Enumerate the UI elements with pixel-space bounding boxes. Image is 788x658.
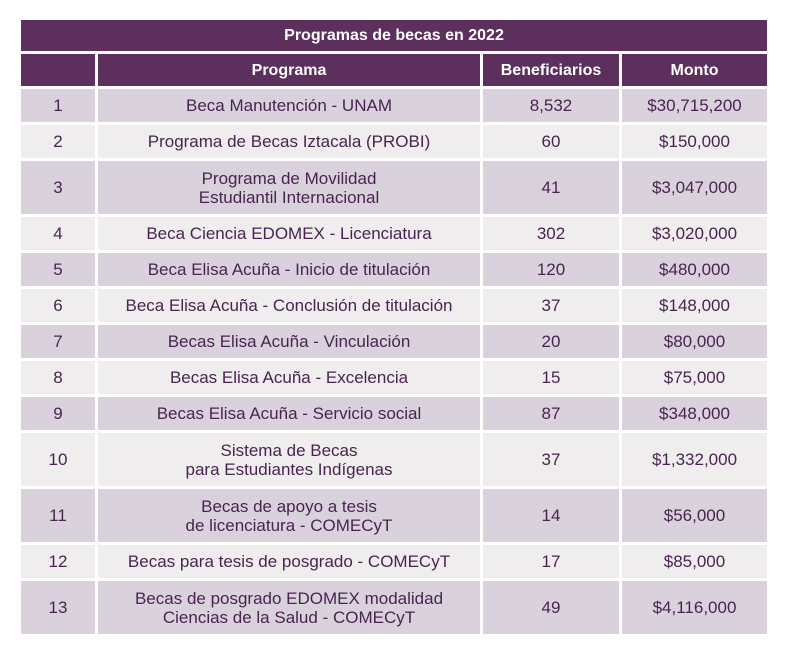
program-name-line: Programa de Movilidad xyxy=(201,168,377,188)
beneficiaries-value: 37 xyxy=(483,289,622,325)
program-name-line: Programa de Becas Iztacala (PROBI) xyxy=(147,132,431,151)
amount-value: $150,000 xyxy=(622,125,767,161)
program-name-line: de licenciatura - COMECyT xyxy=(185,515,393,535)
program-name: Sistema de Becas para Estudiantes Indígen… xyxy=(98,433,483,489)
row-number: 5 xyxy=(21,253,98,289)
table-row: 3 Programa de Movilidad Estudiantil Intern… xyxy=(21,161,767,217)
program-name: Programa de Becas Iztacala (PROBI) xyxy=(98,125,483,161)
beneficiaries-value: 17 xyxy=(483,545,622,581)
beneficiaries-value: 302 xyxy=(483,217,622,253)
header-number xyxy=(21,54,98,89)
table-title-row: Programas de becas en 2022 xyxy=(21,20,767,54)
program-name: Beca Elisa Acuña - Inicio de titulación xyxy=(98,253,483,289)
program-name-line: Becas de posgrado EDOMEX modalidad xyxy=(134,588,444,608)
program-name: Becas de apoyo a tesis de licenciatura - … xyxy=(98,489,483,545)
beneficiaries-value: 37 xyxy=(483,433,622,489)
amount-value: $1,332,000 xyxy=(622,433,767,489)
becas-table: Programas de becas en 2022 Programa Bene… xyxy=(21,20,767,637)
beneficiaries-value: 87 xyxy=(483,397,622,433)
amount-value: $75,000 xyxy=(622,361,767,397)
amount-value: $480,000 xyxy=(622,253,767,289)
program-name-line: Beca Ciencia EDOMEX - Licenciatura xyxy=(146,224,432,243)
beneficiaries-value: 20 xyxy=(483,325,622,361)
program-name-line: Beca Elisa Acuña - Conclusión de titulac… xyxy=(125,296,453,315)
program-name-line: Becas Elisa Acuña - Vinculación xyxy=(167,332,411,351)
table-header-row: Programa Beneficiarios Monto xyxy=(21,54,767,89)
row-number: 2 xyxy=(21,125,98,161)
amount-value: $56,000 xyxy=(622,489,767,545)
table-row: 7 Becas Elisa Acuña - Vinculación 20 $80,00… xyxy=(21,325,767,361)
program-name-line: Ciencias de la Salud - COMECyT xyxy=(162,607,416,627)
row-number: 6 xyxy=(21,289,98,325)
amount-value: $85,000 xyxy=(622,545,767,581)
row-number: 3 xyxy=(21,161,98,217)
table-row: 12 Becas para tesis de posgrado - COMECyT… xyxy=(21,545,767,581)
beneficiaries-value: 15 xyxy=(483,361,622,397)
beneficiaries-value: 120 xyxy=(483,253,622,289)
amount-value: $3,047,000 xyxy=(622,161,767,217)
amount-value: $30,715,200 xyxy=(622,89,767,125)
table-row: 11 Becas de apoyo a tesis de licenciatura … xyxy=(21,489,767,545)
program-name-line: Becas Elisa Acuña - Servicio social xyxy=(156,404,422,423)
row-number: 7 xyxy=(21,325,98,361)
row-number: 1 xyxy=(21,89,98,125)
row-number: 13 xyxy=(21,581,98,637)
table-row: 13 Becas de posgrado EDOMEX modalidad Cien… xyxy=(21,581,767,637)
amount-value: $3,020,000 xyxy=(622,217,767,253)
header-program: Programa xyxy=(98,54,483,89)
program-name: Beca Manutención - UNAM xyxy=(98,89,483,125)
beneficiaries-value: 49 xyxy=(483,581,622,637)
row-number: 9 xyxy=(21,397,98,433)
table-title: Programas de becas en 2022 xyxy=(21,20,767,54)
program-name: Becas Elisa Acuña - Excelencia xyxy=(98,361,483,397)
beneficiaries-value: 8,532 xyxy=(483,89,622,125)
header-beneficiaries: Beneficiarios xyxy=(483,54,622,89)
table-row: 6 Beca Elisa Acuña - Conclusión de titula… xyxy=(21,289,767,325)
program-name-line: Becas para tesis de posgrado - COMECyT xyxy=(127,552,451,571)
table-row: 2 Programa de Becas Iztacala (PROBI) 60 $15… xyxy=(21,125,767,161)
program-name-line: Becas Elisa Acuña - Excelencia xyxy=(169,368,409,387)
program-name: Becas Elisa Acuña - Servicio social xyxy=(98,397,483,433)
table-body: 1 Beca Manutención - UNAM 8,532 $30,715,200… xyxy=(21,89,767,637)
program-name: Becas Elisa Acuña - Vinculación xyxy=(98,325,483,361)
program-name: Programa de Movilidad Estudiantil Interna… xyxy=(98,161,483,217)
row-number: 12 xyxy=(21,545,98,581)
program-name: Becas de posgrado EDOMEX modalidad Cienci… xyxy=(98,581,483,637)
table-row: 9 Becas Elisa Acuña - Servicio social 87 $3… xyxy=(21,397,767,433)
amount-value: $148,000 xyxy=(622,289,767,325)
amount-value: $348,000 xyxy=(622,397,767,433)
table-row: 1 Beca Manutención - UNAM 8,532 $30,715,200 xyxy=(21,89,767,125)
row-number: 10 xyxy=(21,433,98,489)
amount-value: $80,000 xyxy=(622,325,767,361)
program-name-line: Beca Manutención - UNAM xyxy=(186,96,392,115)
program-name: Beca Elisa Acuña - Conclusión de titulac… xyxy=(98,289,483,325)
row-number: 8 xyxy=(21,361,98,397)
beneficiaries-value: 41 xyxy=(483,161,622,217)
program-name-line: Becas de apoyo a tesis xyxy=(201,496,377,516)
program-name-line: Estudiantil Internacional xyxy=(198,187,380,207)
header-amount: Monto xyxy=(622,54,767,89)
table-row: 4 Beca Ciencia EDOMEX - Licenciatura 302 $3… xyxy=(21,217,767,253)
program-name: Becas para tesis de posgrado - COMECyT xyxy=(98,545,483,581)
table-row: 8 Becas Elisa Acuña - Excelencia 15 $75,000 xyxy=(21,361,767,397)
row-number: 4 xyxy=(21,217,98,253)
table-row: 5 Beca Elisa Acuña - Inicio de titulación… xyxy=(21,253,767,289)
amount-value: $4,116,000 xyxy=(622,581,767,637)
table-row: 10 Sistema de Becas para Estudiantes Indíg… xyxy=(21,433,767,489)
beneficiaries-value: 60 xyxy=(483,125,622,161)
program-name-line: Sistema de Becas xyxy=(220,440,358,460)
program-name-line: para Estudiantes Indígenas xyxy=(185,459,393,479)
program-name-line: Beca Elisa Acuña - Inicio de titulación xyxy=(147,260,431,279)
row-number: 11 xyxy=(21,489,98,545)
program-name: Beca Ciencia EDOMEX - Licenciatura xyxy=(98,217,483,253)
beneficiaries-value: 14 xyxy=(483,489,622,545)
